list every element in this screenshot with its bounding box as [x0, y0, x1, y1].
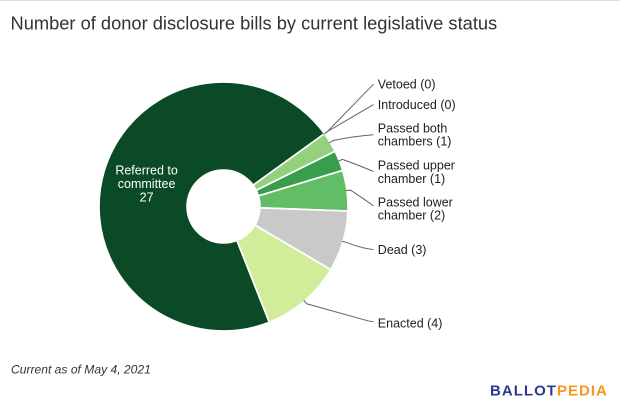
svg-text:chamber (1): chamber (1): [378, 172, 445, 186]
svg-text:27: 27: [140, 190, 154, 204]
svg-text:committee: committee: [118, 177, 176, 191]
svg-text:chambers (1): chambers (1): [378, 135, 452, 149]
svg-text:Passed upper: Passed upper: [378, 159, 455, 173]
svg-text:Introduced (0): Introduced (0): [378, 98, 456, 112]
svg-text:Passed both: Passed both: [378, 121, 448, 135]
svg-text:Dead (3): Dead (3): [378, 243, 427, 257]
svg-text:Enacted (4): Enacted (4): [378, 317, 443, 331]
svg-text:chamber (2): chamber (2): [378, 209, 445, 223]
svg-text:Vetoed (0): Vetoed (0): [378, 78, 436, 92]
svg-text:Referred to: Referred to: [115, 164, 178, 178]
svg-text:Current as of May 4, 2021: Current as of May 4, 2021: [11, 363, 151, 377]
svg-text:Number of donor disclosure bil: Number of donor disclosure bills by curr…: [11, 12, 498, 33]
svg-text:Passed lower: Passed lower: [378, 195, 453, 209]
svg-text:BALLOTPEDIA: BALLOTPEDIA: [490, 383, 608, 400]
